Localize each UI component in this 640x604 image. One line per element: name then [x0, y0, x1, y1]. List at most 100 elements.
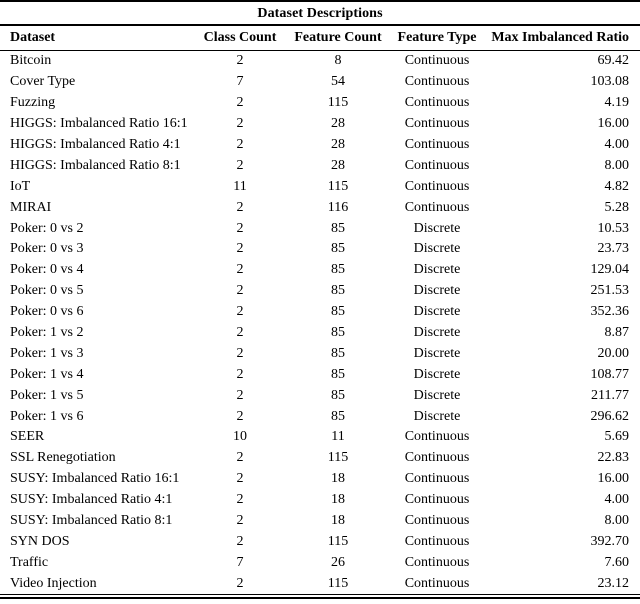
- table-cell: 115: [327, 95, 349, 111]
- table-cell: 18: [331, 471, 345, 487]
- table-cell: Discrete: [413, 262, 461, 278]
- table-cell: 85: [331, 304, 345, 320]
- table-cell: Discrete: [413, 304, 461, 320]
- top-rule: [0, 0, 640, 2]
- table-cell: Continuous: [404, 53, 470, 69]
- table-cell: 116: [327, 199, 349, 215]
- table-cell: Continuous: [404, 471, 470, 487]
- table-cell: 4.82: [604, 178, 630, 194]
- table-cell: Poker: 0 vs 2: [10, 220, 84, 236]
- table-cell: 85: [331, 262, 345, 278]
- table-cell: Discrete: [413, 366, 461, 382]
- table-cell: 2: [236, 95, 244, 111]
- table-row: Poker: 1 vs 3 2 85 Discrete 20.00: [0, 343, 640, 364]
- table-cell: Poker: 1 vs 6: [10, 408, 84, 424]
- header-cell: Feature Type: [391, 26, 483, 51]
- table-cell: HIGGS: Imbalanced Ratio 16:1: [10, 116, 188, 132]
- table-cell: Video Injection: [10, 575, 97, 591]
- table-cell: Continuous: [404, 74, 470, 90]
- table-row: Video Injection 2 115 Continuous 23.12: [0, 573, 640, 594]
- table-row: Poker: 1 vs 6 2 85 Discrete 296.62: [0, 406, 640, 427]
- table-cell: Discrete: [413, 325, 461, 341]
- table-cell: 8.87: [604, 325, 630, 341]
- header-cell: Class Count: [195, 26, 285, 51]
- table-cell: 115: [327, 450, 349, 466]
- table-cell: Discrete: [413, 345, 461, 361]
- table-cell: Poker: 1 vs 3: [10, 345, 84, 361]
- table-cell: 2: [236, 137, 244, 152]
- table-cell: 2: [236, 366, 244, 382]
- table-cell: 115: [327, 533, 349, 549]
- table-cell: 2: [236, 325, 244, 341]
- table-cell: 16.00: [597, 116, 630, 132]
- table-cell: 85: [331, 387, 345, 403]
- table-cell: Bitcoin: [10, 53, 52, 69]
- table-cell: SUSY: Imbalanced Ratio 8:1: [10, 513, 173, 529]
- table-cell: 8.00: [604, 157, 630, 173]
- table-row: SUSY: Imbalanced Ratio 8:1 2 18 Continuous 8…: [0, 511, 640, 532]
- table-cell: SSL Renegotiation: [10, 450, 116, 466]
- table-row: Traffic 7 26 Continuous 7.60: [0, 552, 640, 573]
- table-cell: 2: [236, 492, 244, 508]
- table-cell: Continuous: [404, 429, 470, 445]
- header-cell: Dataset: [0, 26, 195, 51]
- table-cell: 85: [331, 408, 345, 424]
- dataset-descriptions-table: Dataset Class Count Feature Count Feature T…: [0, 26, 640, 594]
- table-cell: Continuous: [404, 575, 470, 591]
- table-cell: Continuous: [404, 178, 470, 194]
- table-row: HIGGS: Imbalanced Ratio 4:1 2 28 Continuous…: [0, 135, 640, 156]
- header-cell: Feature Count: [285, 26, 391, 51]
- table-cell: 54: [331, 74, 345, 90]
- table-cell: 23.12: [597, 575, 630, 591]
- table-row: Poker: 1 vs 2 2 85 Discrete 8.87: [0, 323, 640, 344]
- table-cell: 2: [236, 513, 244, 529]
- table-body: Bitcoin 2 8 Continuous 69.42 Cover Type 7 54 Con…: [0, 51, 640, 595]
- table-row: Poker: 1 vs 5 2 85 Discrete 211.77: [0, 385, 640, 406]
- table-cell: 11: [331, 429, 345, 445]
- header-row: Dataset Class Count Feature Count Feature T…: [0, 26, 640, 51]
- table-cell: Continuous: [404, 554, 470, 570]
- table-cell: 2: [236, 116, 244, 132]
- table-cell: 115: [327, 178, 349, 194]
- table-cell: SUSY: Imbalanced Ratio 4:1: [10, 492, 173, 508]
- table-cell: Fuzzing: [10, 95, 56, 111]
- table-cell: 2: [236, 304, 244, 320]
- table-cell: 22.83: [597, 450, 630, 466]
- table-cell: 23.73: [597, 241, 630, 257]
- table-cell: 18: [331, 513, 345, 529]
- table-cell: MIRAI: [10, 199, 52, 215]
- table-row: Bitcoin 2 8 Continuous 69.42: [0, 51, 640, 72]
- table-cell: Continuous: [404, 116, 470, 132]
- table-cell: 103.08: [590, 74, 630, 90]
- table-cell: 2: [236, 408, 244, 424]
- table-cell: 4.00: [604, 492, 630, 508]
- table-cell: 2: [236, 471, 244, 487]
- table-cell: 7.60: [604, 554, 630, 570]
- table-row: Poker: 1 vs 4 2 85 Discrete 108.77: [0, 364, 640, 385]
- table-cell: Discrete: [413, 283, 461, 299]
- table-row: MIRAI 2 116 Continuous 5.28: [0, 197, 640, 218]
- table-cell: Continuous: [404, 95, 470, 111]
- table-cell: 2: [236, 575, 244, 591]
- table-cell: 26: [331, 554, 345, 570]
- table-cell: 2: [236, 283, 244, 299]
- table-cell: 85: [331, 220, 345, 236]
- table-cell: 69.42: [597, 53, 630, 69]
- table-cell: HIGGS: Imbalanced Ratio 4:1: [10, 137, 181, 152]
- table-cell: 85: [331, 283, 345, 299]
- table-row: Poker: 0 vs 3 2 85 Discrete 23.73: [0, 239, 640, 260]
- table-cell: 296.62: [590, 408, 630, 424]
- table-cell: Poker: 0 vs 5: [10, 283, 84, 299]
- bottom-rule: [0, 594, 640, 600]
- table-cell: 108.77: [590, 366, 630, 382]
- table-cell: Continuous: [404, 450, 470, 466]
- table-cell: 4.19: [604, 95, 630, 111]
- table-cell: 7: [236, 74, 244, 90]
- table-cell: 85: [331, 241, 345, 257]
- table-cell: Poker: 1 vs 5: [10, 387, 84, 403]
- table-cell: 5.69: [604, 429, 630, 445]
- table-row: Fuzzing 2 115 Continuous 4.19: [0, 93, 640, 114]
- table-cell: Cover Type: [10, 74, 76, 90]
- table-cell: Poker: 0 vs 6: [10, 304, 84, 320]
- table-cell: 2: [236, 157, 244, 173]
